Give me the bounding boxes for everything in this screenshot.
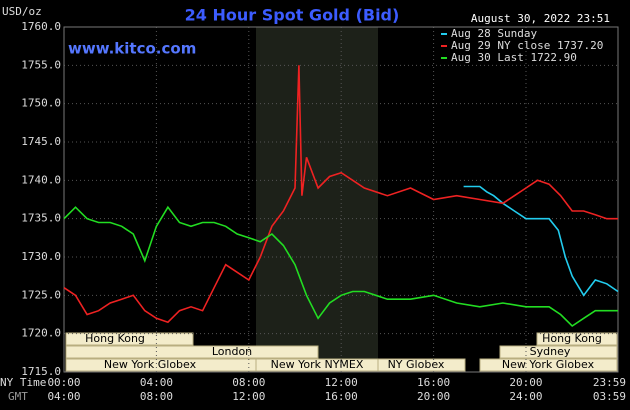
session-label: Hong Kong [85,332,145,345]
x-tick-label: 12:00 [325,376,358,389]
session-bar [536,332,618,346]
x-tick-label: 16:00 [417,376,450,389]
y-tick-label: 1755.0 [21,58,61,71]
y-tick-label: 1715.0 [21,365,61,378]
gmt-tick-label: 03:59 [593,390,626,403]
y-tick-label: 1730.0 [21,250,61,263]
y-tick-label: 1745.0 [21,135,61,148]
x-axis-label: NY Time [0,376,46,389]
plot: 1715.0 1720.0 1725.0 1730.0 1735.0 1740.0 1745… [21,20,626,403]
gmt-tick-label: 12:00 [232,390,265,403]
legend-label: Aug 30 Last 1722.90 [451,51,577,64]
legend-label: Aug 29 NY close 1737.20 [451,39,603,52]
session-label: Sydney [530,345,571,358]
x-tick-label: 00:00 [47,376,80,389]
session-bar [499,345,618,359]
x-tick-label: 20:00 [509,376,542,389]
legend-label: Aug 28 Sunday [451,27,537,40]
y-tick-label: 1760.0 [21,20,61,33]
gmt-tick-label: 16:00 [325,390,358,403]
series-line [463,185,619,297]
session-label: New York Globex [502,358,595,371]
y-axis-label: USD/oz [2,5,42,18]
session-label: New York NYMEX [271,358,364,371]
nymex-highlight [256,27,378,372]
session-bar [479,358,618,372]
session-label: Hong Kong [542,332,602,345]
plot-frame [63,26,619,373]
y-tick-label: 1720.0 [21,327,61,340]
gmt-tick-label: 08:00 [140,390,173,403]
gmt-tick-label: 24:00 [509,390,542,403]
x-tick-label: 04:00 [140,376,173,389]
x-tick-label: 08:00 [232,376,265,389]
session-label: NY Globex [388,358,445,371]
chart-title: 24 Hour Spot Gold (Bid) [185,6,400,25]
y-tick-label: 1735.0 [21,212,61,225]
y-tick-label: 1740.0 [21,173,61,186]
gmt-tick-label: 20:00 [417,390,450,403]
source: www.kitco.com [68,40,196,58]
series-line [63,65,618,324]
timestamp: August 30, 2022 23:51 [471,12,610,25]
session-bar [377,358,466,372]
session-label: London [212,345,252,358]
session-label: New York Globex [104,358,197,371]
y-tick-label: 1725.0 [21,288,61,301]
gmt-tick-label: 04:00 [47,390,80,403]
x-tick-label: 23:59 [593,376,626,389]
session-bar [65,332,194,346]
y-tick-label: 1750.0 [21,97,61,110]
session-bar [65,345,319,359]
gmt-label: GMT [8,390,28,403]
sessions: Hong Kong London New York Globex New Yor… [65,332,618,372]
series-line [63,205,618,328]
